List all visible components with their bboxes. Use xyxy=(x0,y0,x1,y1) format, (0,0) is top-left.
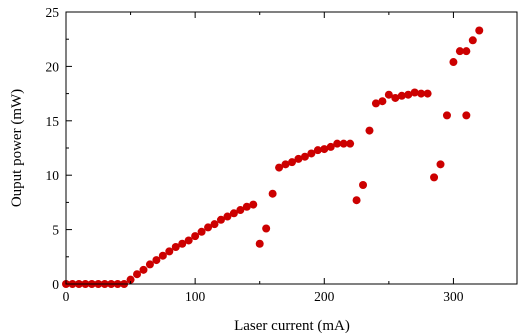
data-point xyxy=(462,111,471,120)
data-point xyxy=(320,145,329,154)
x-axis-ticks: 0 100 200 300 xyxy=(63,12,464,304)
data-point xyxy=(410,88,419,97)
plot-frame xyxy=(65,11,518,285)
data-point xyxy=(139,265,148,274)
y-tick-label: 5 xyxy=(52,223,59,238)
data-point xyxy=(236,206,245,215)
data-point xyxy=(229,209,238,218)
y-axis-title: Ouput power (mW) xyxy=(9,89,25,207)
data-point xyxy=(326,142,335,151)
data-point xyxy=(462,47,471,56)
y-tick-label: 25 xyxy=(46,5,60,20)
data-point xyxy=(359,180,368,189)
data-point xyxy=(417,89,426,98)
data-point xyxy=(249,200,258,209)
x-tick-label: 0 xyxy=(63,289,70,304)
data-point xyxy=(300,152,309,161)
y-axis-ticks: 0 5 10 15 20 25 xyxy=(46,5,72,292)
x-axis-title: Laser current (mA) xyxy=(234,318,350,333)
data-point xyxy=(145,260,154,269)
x-tick-label: 100 xyxy=(185,289,206,304)
data-point xyxy=(468,36,477,45)
data-point xyxy=(152,256,161,265)
y-tick-label: 0 xyxy=(52,277,59,292)
data-point xyxy=(255,239,264,248)
data-point xyxy=(313,146,322,155)
data-point xyxy=(178,239,187,248)
x-tick-label: 200 xyxy=(314,289,335,304)
data-point xyxy=(339,139,348,148)
data-point xyxy=(210,220,219,229)
y-tick-label: 10 xyxy=(46,168,60,183)
data-point xyxy=(268,189,277,198)
data-point xyxy=(275,163,284,172)
y-tick-label: 20 xyxy=(46,59,60,74)
data-point xyxy=(184,236,193,245)
data-point xyxy=(378,97,387,106)
data-point xyxy=(242,202,251,211)
x-tick-label: 300 xyxy=(443,289,464,304)
data-point xyxy=(204,223,213,232)
data-point xyxy=(365,126,374,135)
data-point xyxy=(423,89,432,98)
data-markers xyxy=(62,26,484,288)
data-point xyxy=(126,275,135,284)
data-point xyxy=(391,93,400,102)
data-point xyxy=(397,91,406,100)
data-point xyxy=(294,154,303,163)
data-point xyxy=(352,196,361,205)
data-point xyxy=(288,158,296,167)
data-point xyxy=(346,139,355,148)
data-point xyxy=(475,26,484,35)
data-point xyxy=(442,111,451,120)
data-point xyxy=(455,47,464,56)
data-point xyxy=(307,149,316,158)
data-point xyxy=(133,270,142,279)
data-point xyxy=(404,90,413,99)
data-point xyxy=(171,243,180,252)
data-point xyxy=(197,227,206,236)
data-point xyxy=(223,212,232,221)
data-point xyxy=(449,58,458,67)
data-point xyxy=(281,160,290,169)
data-point xyxy=(371,99,380,108)
data-point xyxy=(384,90,393,99)
data-point xyxy=(158,251,167,260)
y-tick-label: 15 xyxy=(46,114,60,129)
data-point xyxy=(436,160,445,169)
data-point xyxy=(333,139,342,148)
data-point xyxy=(191,232,200,241)
data-point xyxy=(430,173,439,182)
data-point xyxy=(262,224,271,233)
data-point xyxy=(216,215,225,224)
data-point xyxy=(165,247,174,256)
